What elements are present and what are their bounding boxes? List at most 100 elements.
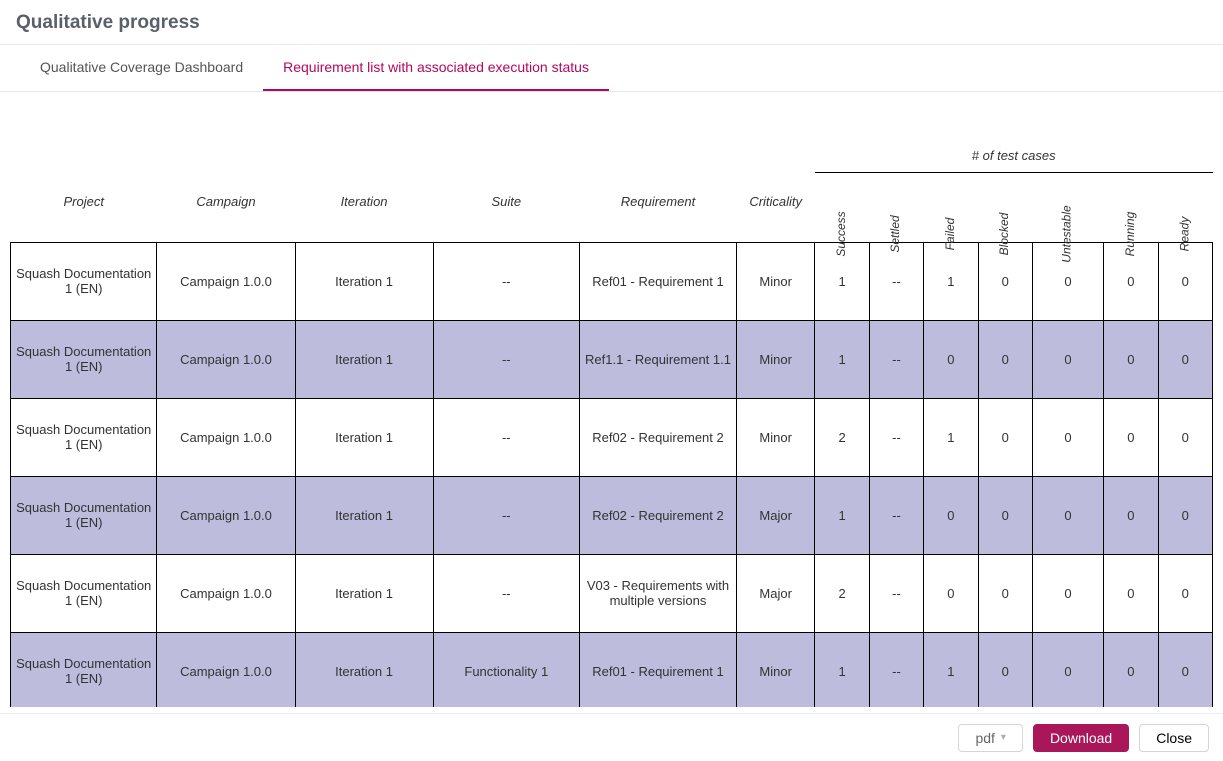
cell-untestable: 0 bbox=[1032, 554, 1103, 632]
col-project: Project bbox=[11, 172, 157, 242]
cell-blocked: 0 bbox=[978, 398, 1032, 476]
cell-settled: -- bbox=[869, 398, 923, 476]
cell-settled: -- bbox=[869, 554, 923, 632]
cell-requirement: Ref1.1 - Requirement 1.1 bbox=[580, 320, 737, 398]
cell-ready: 0 bbox=[1158, 476, 1213, 554]
tab-requirement-list[interactable]: Requirement list with associated executi… bbox=[263, 45, 609, 91]
col-settled: Settled bbox=[869, 172, 923, 242]
cell-requirement: Ref02 - Requirement 2 bbox=[580, 476, 737, 554]
cell-settled: -- bbox=[869, 476, 923, 554]
cell-untestable: 0 bbox=[1032, 476, 1103, 554]
cell-campaign: Campaign 1.0.0 bbox=[157, 632, 295, 707]
cell-project: Squash Documentation 1 (EN) bbox=[11, 554, 157, 632]
cell-project: Squash Documentation 1 (EN) bbox=[11, 320, 157, 398]
col-blocked: Blocked bbox=[978, 172, 1032, 242]
cell-campaign: Campaign 1.0.0 bbox=[157, 554, 295, 632]
table-body: Squash Documentation 1 (EN)Campaign 1.0.… bbox=[11, 242, 1213, 707]
cell-criticality: Major bbox=[736, 476, 814, 554]
col-failed: Failed bbox=[924, 172, 978, 242]
cell-criticality: Minor bbox=[736, 320, 814, 398]
cell-suite: -- bbox=[433, 476, 579, 554]
table-row: Squash Documentation 1 (EN)Campaign 1.0.… bbox=[11, 242, 1213, 320]
cell-ready: 0 bbox=[1158, 632, 1213, 707]
col-success: Success bbox=[815, 172, 869, 242]
download-button[interactable]: Download bbox=[1033, 724, 1129, 752]
col-untestable: Untestable bbox=[1032, 172, 1103, 242]
requirements-table: # of test cases Project Campaign Iterati… bbox=[10, 142, 1213, 707]
tab-dashboard[interactable]: Qualitative Coverage Dashboard bbox=[20, 45, 263, 91]
cell-failed: 0 bbox=[924, 554, 978, 632]
table-row: Squash Documentation 1 (EN)Campaign 1.0.… bbox=[11, 554, 1213, 632]
cell-untestable: 0 bbox=[1032, 320, 1103, 398]
cell-criticality: Minor bbox=[736, 632, 814, 707]
cell-running: 0 bbox=[1104, 476, 1158, 554]
cell-ready: 0 bbox=[1158, 554, 1213, 632]
cell-success: 2 bbox=[815, 398, 869, 476]
cell-settled: -- bbox=[869, 632, 923, 707]
cell-suite: -- bbox=[433, 320, 579, 398]
table-row: Squash Documentation 1 (EN)Campaign 1.0.… bbox=[11, 632, 1213, 707]
cell-running: 0 bbox=[1104, 554, 1158, 632]
table-row: Squash Documentation 1 (EN)Campaign 1.0.… bbox=[11, 320, 1213, 398]
col-iteration: Iteration bbox=[295, 172, 433, 242]
cell-blocked: 0 bbox=[978, 476, 1032, 554]
cell-failed: 1 bbox=[924, 632, 978, 707]
cell-blocked: 0 bbox=[978, 554, 1032, 632]
cell-project: Squash Documentation 1 (EN) bbox=[11, 476, 157, 554]
cell-campaign: Campaign 1.0.0 bbox=[157, 476, 295, 554]
cell-running: 0 bbox=[1104, 632, 1158, 707]
cell-success: 1 bbox=[815, 632, 869, 707]
cell-failed: 0 bbox=[924, 476, 978, 554]
col-campaign: Campaign bbox=[157, 172, 295, 242]
col-ready: Ready bbox=[1158, 172, 1213, 242]
format-select[interactable]: pdf ▾ bbox=[958, 724, 1023, 752]
cell-iteration: Iteration 1 bbox=[295, 554, 433, 632]
header-spacer bbox=[11, 142, 815, 172]
col-running: Running bbox=[1104, 172, 1158, 242]
cell-criticality: Minor bbox=[736, 398, 814, 476]
cell-project: Squash Documentation 1 (EN) bbox=[11, 398, 157, 476]
col-group-testcases: # of test cases bbox=[815, 142, 1213, 172]
cell-iteration: Iteration 1 bbox=[295, 476, 433, 554]
format-select-label: pdf bbox=[975, 730, 994, 746]
col-suite: Suite bbox=[433, 172, 579, 242]
page-title: Qualitative progress bbox=[0, 0, 1223, 44]
cell-criticality: Major bbox=[736, 554, 814, 632]
cell-suite: Functionality 1 bbox=[433, 632, 579, 707]
cell-success: 1 bbox=[815, 320, 869, 398]
cell-project: Squash Documentation 1 (EN) bbox=[11, 632, 157, 707]
table-row: Squash Documentation 1 (EN)Campaign 1.0.… bbox=[11, 398, 1213, 476]
cell-running: 0 bbox=[1104, 320, 1158, 398]
cell-criticality: Minor bbox=[736, 242, 814, 320]
cell-suite: -- bbox=[433, 242, 579, 320]
cell-success: 1 bbox=[815, 476, 869, 554]
cell-ready: 0 bbox=[1158, 398, 1213, 476]
cell-campaign: Campaign 1.0.0 bbox=[157, 398, 295, 476]
cell-settled: -- bbox=[869, 320, 923, 398]
cell-requirement: Ref01 - Requirement 1 bbox=[580, 242, 737, 320]
tabs: Qualitative Coverage Dashboard Requireme… bbox=[0, 45, 1223, 92]
close-button[interactable]: Close bbox=[1139, 724, 1209, 752]
cell-blocked: 0 bbox=[978, 320, 1032, 398]
content-scroll[interactable]: # of test cases Project Campaign Iterati… bbox=[0, 92, 1223, 707]
cell-running: 0 bbox=[1104, 398, 1158, 476]
cell-iteration: Iteration 1 bbox=[295, 632, 433, 707]
cell-untestable: 0 bbox=[1032, 632, 1103, 707]
cell-campaign: Campaign 1.0.0 bbox=[157, 242, 295, 320]
cell-success: 2 bbox=[815, 554, 869, 632]
cell-requirement: Ref01 - Requirement 1 bbox=[580, 632, 737, 707]
cell-iteration: Iteration 1 bbox=[295, 398, 433, 476]
cell-iteration: Iteration 1 bbox=[295, 320, 433, 398]
cell-untestable: 0 bbox=[1032, 398, 1103, 476]
cell-project: Squash Documentation 1 (EN) bbox=[11, 242, 157, 320]
col-criticality: Criticality bbox=[736, 172, 814, 242]
cell-suite: -- bbox=[433, 554, 579, 632]
cell-requirement: V03 - Requirements with multiple version… bbox=[580, 554, 737, 632]
cell-ready: 0 bbox=[1158, 320, 1213, 398]
col-requirement: Requirement bbox=[580, 172, 737, 242]
cell-iteration: Iteration 1 bbox=[295, 242, 433, 320]
cell-failed: 0 bbox=[924, 320, 978, 398]
cell-blocked: 0 bbox=[978, 632, 1032, 707]
cell-campaign: Campaign 1.0.0 bbox=[157, 320, 295, 398]
table-row: Squash Documentation 1 (EN)Campaign 1.0.… bbox=[11, 476, 1213, 554]
